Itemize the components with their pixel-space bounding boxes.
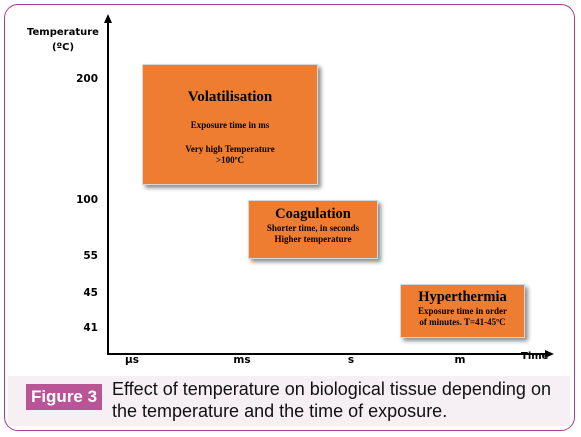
coagulation-time-text: Shorter time, in seconds xyxy=(266,223,360,233)
y-axis-label: Temperature (ºC) xyxy=(22,25,104,55)
volatilisation-title: Volatilisation xyxy=(187,89,273,105)
y-axis-label-line1: Temperature xyxy=(27,27,99,38)
figure-label: Figure 3 xyxy=(26,384,102,410)
volatilisation-threshold-text: >100ºC xyxy=(215,155,245,165)
x-tick-milliseconds: ms xyxy=(233,354,251,366)
hyperthermia-range-text: of minutes. T=41-45ºC xyxy=(419,316,506,327)
x-tick-minutes: m xyxy=(454,354,466,366)
volatilisation-exposure-text: Exposure time in ms xyxy=(190,120,270,130)
coagulation-box: Coagulation Shorter time, in seconds Hig… xyxy=(248,200,378,259)
volatilisation-temperature-text: Very high Temperature xyxy=(185,144,275,154)
x-axis xyxy=(107,353,547,355)
hyperthermia-box: Hyperthermia Exposure time in order of m… xyxy=(400,284,525,338)
y-tick-41: 41 xyxy=(83,322,98,334)
x-tick-seconds: s xyxy=(347,354,355,366)
y-axis-arrowhead xyxy=(104,14,112,23)
y-tick-200: 200 xyxy=(76,73,98,85)
hyperthermia-exposure-text: Exposure time in order xyxy=(417,306,508,316)
y-tick-45: 45 xyxy=(83,287,98,299)
y-axis xyxy=(107,22,109,355)
coagulation-temperature-text: Higher temperature xyxy=(274,233,352,244)
figure-caption: Effect of temperature on biological tiss… xyxy=(112,379,551,421)
y-tick-100: 100 xyxy=(76,194,98,206)
figure-frame xyxy=(4,4,575,431)
y-axis-label-line2: (ºC) xyxy=(51,42,75,53)
hyperthermia-title: Hyperthermia xyxy=(418,289,507,305)
volatilisation-box: Volatilisation Exposure time in ms Very … xyxy=(142,64,318,185)
x-axis-arrowhead xyxy=(545,350,554,358)
y-tick-55: 55 xyxy=(83,250,98,262)
x-tick-microseconds: µs xyxy=(125,354,139,366)
coagulation-title: Coagulation xyxy=(275,206,351,222)
x-axis-label: Time xyxy=(521,351,549,362)
